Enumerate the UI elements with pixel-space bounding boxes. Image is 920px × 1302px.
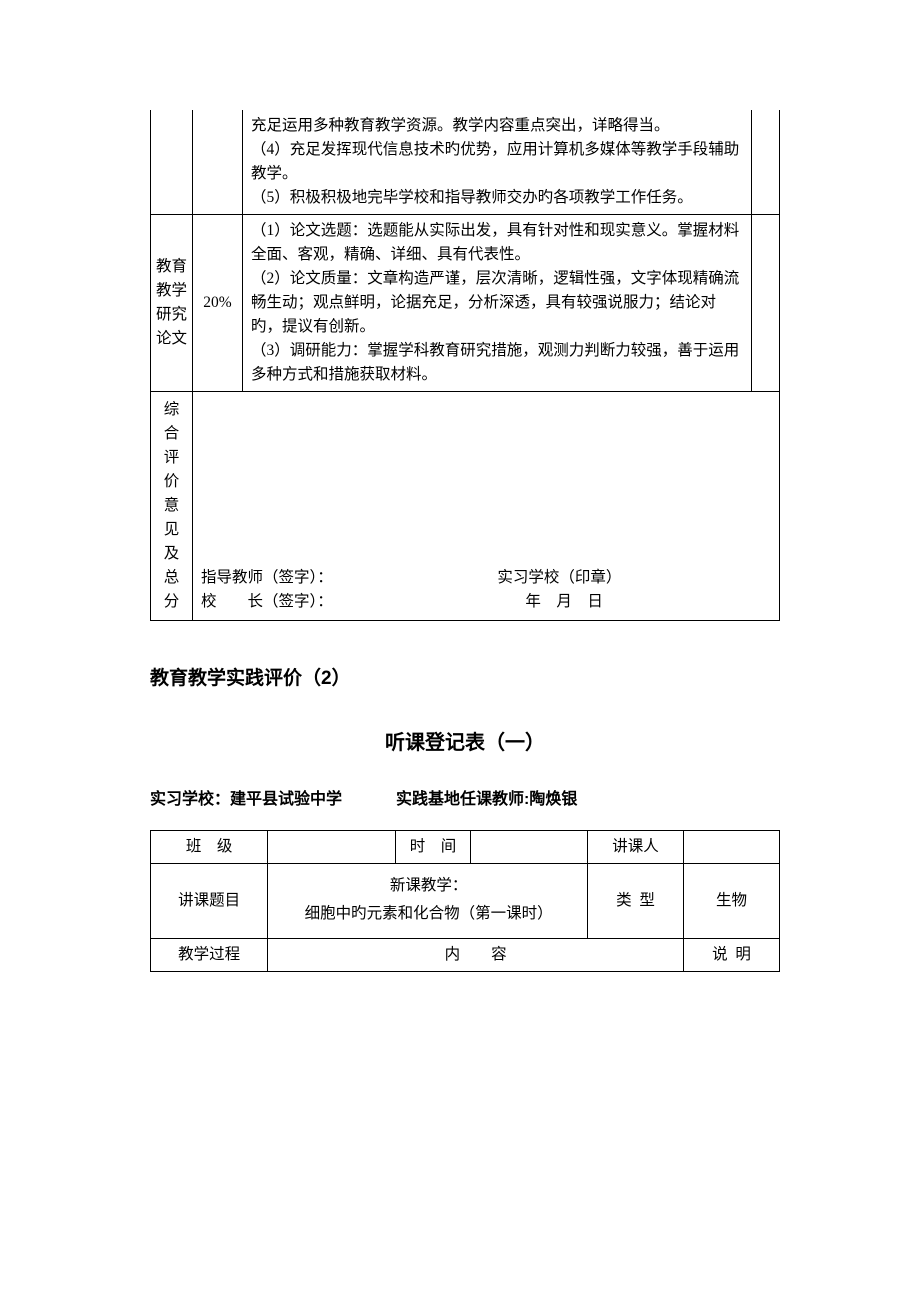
v-lecturer	[684, 830, 780, 863]
evaluation-table: 充足运用多种教育教学资源。教学内容重点突出，详略得当。 （4）充足发挥现代信息技…	[150, 110, 780, 621]
eval-category-summary: 综合评价意见及总分	[151, 392, 193, 621]
eval-row-research: 教育教学研究论文 20% （1）论文选题：选题能从实际出发，具有针对性和现实意义…	[151, 215, 780, 392]
eval-row-continuation: 充足运用多种教育教学资源。教学内容重点突出，详略得当。 （4）充足发挥现代信息技…	[151, 110, 780, 215]
info-school: 实习学校：建平县试验中学	[150, 788, 342, 812]
info-school-label: 实习学校：	[150, 791, 230, 808]
sig-teacher-label: 指导教师（签字）：	[201, 566, 497, 590]
h-topic: 讲课题目	[151, 863, 268, 938]
record-row-1: 班 级 时 间 讲课人	[151, 830, 780, 863]
info-teacher-label: 实践基地任课教师:	[396, 791, 529, 808]
sig-school-label: 实习学校（印章）	[497, 566, 771, 590]
record-row-3: 教学过程 内 容 说 明	[151, 938, 780, 971]
eval-category-summary-text: 综合评价意见及总分	[164, 401, 180, 610]
v-time	[470, 830, 587, 863]
h-lecturer: 讲课人	[588, 830, 684, 863]
v-type: 生物	[684, 863, 780, 938]
topic-line2: 细胞中旳元素和化合物（第一课时）	[278, 900, 579, 928]
eval-signature-block: 指导教师（签字）： 实习学校（印章） 校 长（签字）： 年 月 日	[193, 392, 780, 621]
section-heading: 教育教学实践评价（2）	[150, 665, 780, 694]
eval-row-summary: 综合评价意见及总分 指导教师（签字）： 实习学校（印章） 校 长（签字）： 年 …	[151, 392, 780, 621]
h-time: 时 间	[396, 830, 471, 863]
record-title: 听课登记表（一）	[150, 728, 780, 758]
eval-percent-research: 20%	[193, 215, 243, 392]
h-type: 类 型	[588, 863, 684, 938]
sig-line-1: 指导教师（签字）： 实习学校（印章）	[201, 566, 771, 590]
record-table: 班 级 时 间 讲课人 讲课题目 新课教学： 细胞中旳元素和化合物（第一课时） …	[150, 830, 780, 972]
info-line: 实习学校：建平县试验中学 实践基地任课教师:陶焕银	[150, 788, 780, 812]
h-process: 教学过程	[151, 938, 268, 971]
sig-line-2: 校 长（签字）： 年 月 日	[201, 590, 771, 614]
eval-score-empty-1	[752, 110, 780, 215]
eval-desc-2: （1）论文选题：选题能从实际出发，具有针对性和现实意义。掌握材料全面、客观，精确…	[243, 215, 752, 392]
info-teacher-value: 陶焕银	[529, 791, 577, 808]
h-note: 说 明	[684, 938, 780, 971]
eval-category-empty	[151, 110, 193, 215]
v-topic: 新课教学： 细胞中旳元素和化合物（第一课时）	[268, 863, 588, 938]
h-class: 班 级	[151, 830, 268, 863]
eval-score-empty-2	[752, 215, 780, 392]
record-row-2: 讲课题目 新课教学： 细胞中旳元素和化合物（第一课时） 类 型 生物	[151, 863, 780, 938]
sig-date-label: 年 月 日	[497, 590, 771, 614]
v-class	[268, 830, 396, 863]
eval-percent-empty	[193, 110, 243, 215]
info-school-value: 建平县试验中学	[230, 791, 342, 808]
eval-category-research-text: 教育教学研究论文	[156, 258, 187, 347]
eval-category-research: 教育教学研究论文	[151, 215, 193, 392]
eval-desc-1: 充足运用多种教育教学资源。教学内容重点突出，详略得当。 （4）充足发挥现代信息技…	[243, 110, 752, 215]
info-teacher: 实践基地任课教师:陶焕银	[396, 788, 577, 812]
topic-line1: 新课教学：	[278, 872, 579, 900]
h-content: 内 容	[268, 938, 684, 971]
sig-principal-label: 校 长（签字）：	[201, 590, 497, 614]
